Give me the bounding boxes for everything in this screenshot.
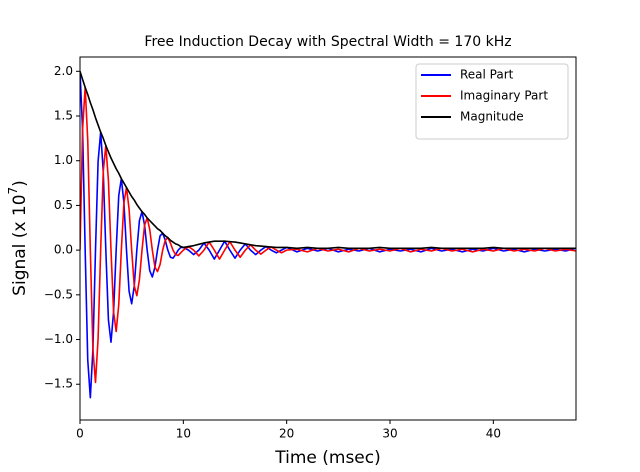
x-tick-label: 0 <box>76 427 84 441</box>
y-label-exponent: 7 <box>6 187 20 195</box>
series-line <box>80 86 576 384</box>
y-tick-label: 0.5 <box>54 198 73 212</box>
y-tick-label: −1.0 <box>44 332 73 346</box>
x-tick-label: 30 <box>382 427 397 441</box>
y-tick-label: 1.0 <box>54 153 73 167</box>
y-axis-label: Signal (x 107) <box>6 180 31 296</box>
y-label-close: ) <box>10 180 30 187</box>
legend-label: Magnitude <box>460 110 524 124</box>
x-tick-label: 40 <box>486 427 501 441</box>
legend-box <box>415 63 569 140</box>
legend-label: Real Part <box>460 68 514 82</box>
axes-frame <box>79 56 577 421</box>
series-line <box>80 71 576 250</box>
x-tick-label: 20 <box>279 427 294 441</box>
y-tick-label: 2.0 <box>54 64 73 78</box>
legend-label: Imaginary Part <box>460 89 548 103</box>
y-tick-label: 1.5 <box>54 109 73 123</box>
y-tick-label: −1.5 <box>44 377 73 391</box>
y-tick-label: 0.0 <box>54 243 73 257</box>
x-tick-label: 10 <box>176 427 191 441</box>
y-label-base: Signal (x 10 <box>10 194 30 295</box>
chart-title: Free Induction Decay with Spectral Width… <box>144 34 511 50</box>
x-axis-label: Time (msec) <box>274 448 381 468</box>
legend: Real Part Imaginary Part Magnitude <box>415 63 569 140</box>
plot-area <box>80 71 576 399</box>
y-tick-label: −0.5 <box>44 287 73 301</box>
